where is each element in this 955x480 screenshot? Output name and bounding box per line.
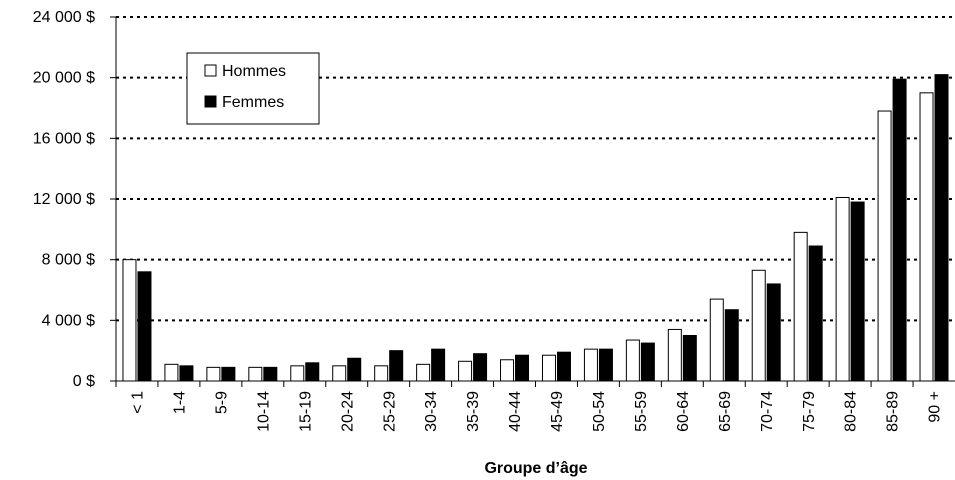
bar-hommes-18 (877, 110, 892, 382)
x-tick-labels: < 1 1-4 5-9 10-14 15-19 20-24 25-29 30-34 35-39 4… (115, 381, 944, 432)
legend-label-femmes: Femmes (222, 94, 284, 111)
x-tick-label: 25-29 (381, 391, 398, 432)
bar-femmes-8 (473, 353, 488, 382)
legend-swatch-femmes (204, 95, 217, 108)
bar-femmes-1 (179, 365, 194, 382)
bar-hommes-4 (290, 365, 305, 382)
bar-femmes-14 (724, 309, 739, 382)
x-tick-label: 55-59 (633, 391, 650, 432)
bar-hommes-11 (583, 348, 598, 382)
bars-group (122, 74, 949, 382)
bar-hommes-7 (416, 363, 431, 382)
y-tick-label: 12 000 $ (33, 191, 95, 208)
y-tick-label: 0 $ (73, 373, 95, 390)
legend: Hommes Femmes (186, 52, 320, 125)
y-tick-label: 20 000 $ (33, 70, 95, 87)
x-tick-label: 20-24 (339, 391, 356, 432)
bar-hommes-13 (667, 328, 682, 382)
y-tick-label: 24 000 $ (33, 9, 95, 26)
x-tick-label: 40-44 (507, 391, 524, 432)
x-tick-label: 90 + (927, 391, 944, 423)
bar-femmes-9 (515, 354, 530, 382)
x-tick-label: 75-79 (801, 391, 818, 432)
bar-femmes-6 (389, 350, 404, 382)
x-tick-label: 30-34 (423, 391, 440, 432)
bar-femmes-10 (556, 351, 571, 382)
x-tick-label: 1-4 (172, 391, 189, 414)
x-tick-label: 50-54 (591, 391, 608, 432)
bar-hommes-14 (709, 298, 724, 382)
bar-femmes-19 (934, 74, 949, 382)
bar-hommes-9 (500, 359, 515, 382)
x-axis-label: Groupe d’âge (484, 460, 587, 477)
y-tick-label: 4 000 $ (42, 312, 95, 329)
bar-femmes-2 (221, 366, 236, 382)
bar-hommes-15 (751, 269, 766, 382)
bar-femmes-7 (431, 348, 446, 382)
x-tick-label: 70-74 (759, 391, 776, 432)
x-tick-label: 85-89 (885, 391, 902, 432)
bar-hommes-6 (374, 365, 389, 382)
legend-swatch-hommes (204, 64, 217, 77)
x-tick-label: 80-84 (843, 391, 860, 432)
bar-femmes-5 (347, 357, 362, 382)
bar-femmes-0 (137, 271, 152, 382)
bar-femmes-13 (682, 335, 697, 382)
x-tick-label: 10-14 (255, 391, 272, 432)
bar-hommes-8 (458, 360, 473, 382)
bar-hommes-17 (835, 196, 850, 382)
bar-femmes-12 (640, 342, 655, 382)
bar-hommes-5 (332, 365, 347, 382)
bar-femmes-18 (892, 78, 907, 382)
bar-hommes-19 (919, 92, 934, 382)
bar-hommes-3 (248, 366, 263, 382)
x-tick-label: < 1 (130, 391, 147, 414)
x-tick-label: 60-64 (675, 391, 692, 432)
bar-hommes-16 (793, 231, 808, 382)
bar-hommes-0 (122, 259, 137, 382)
bar-femmes-3 (263, 366, 278, 382)
x-tick-label: 45-49 (549, 391, 566, 432)
bar-hommes-10 (541, 354, 556, 382)
bar-femmes-11 (598, 348, 613, 382)
bar-femmes-17 (850, 201, 865, 382)
bar-femmes-16 (808, 245, 823, 382)
x-tick-label: 15-19 (297, 391, 314, 432)
legend-label-hommes: Hommes (222, 63, 286, 80)
y-tick-label: 8 000 $ (42, 252, 95, 269)
bar-hommes-12 (625, 339, 640, 382)
bar-femmes-15 (766, 283, 781, 382)
y-tick-labels: 0 $ 4 000 $ 8 000 $ 12 000 $ 16 000 $ 20 000 … (33, 9, 116, 390)
bar-femmes-4 (305, 362, 320, 382)
x-tick-label: 65-69 (717, 391, 734, 432)
x-tick-label: 5-9 (213, 391, 230, 414)
x-tick-label: 35-39 (465, 391, 482, 432)
bar-hommes-1 (164, 363, 179, 382)
bar-hommes-2 (206, 366, 221, 382)
y-tick-label: 16 000 $ (33, 130, 95, 147)
